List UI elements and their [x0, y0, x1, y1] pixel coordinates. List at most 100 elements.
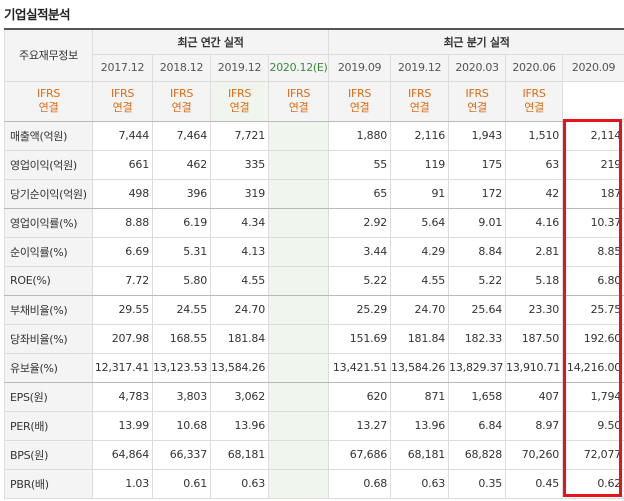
period-header: 2020.09 [562, 53, 624, 82]
annual-value: 7,444 [92, 120, 153, 151]
accounting-basis: IFRS 연결 [505, 80, 564, 122]
accounting-basis: IFRS 연결 [267, 80, 330, 122]
quarter-value: 23.30 [505, 294, 564, 325]
quarter-value: 0.45 [505, 468, 564, 499]
financial-summary-table: 주요재무정보 최근 연간 실적 최근 분기 실적 2017.12 2018.12 2… [4, 28, 624, 499]
table-row: PBR(배) 1.03 0.61 0.63 0.68 0.63 0.35 0.45 0.62 [4, 468, 624, 499]
quarter-value: 8.84 [448, 236, 507, 267]
annual-value [267, 323, 330, 354]
annual-value: 7,721 [210, 120, 269, 151]
annual-value [267, 149, 330, 180]
metric-label: EPS(원) [4, 381, 93, 412]
quarter-value: 0.62 [562, 468, 624, 499]
quarter-value: 182.33 [448, 323, 507, 354]
period-header: 2019.09 [328, 53, 392, 82]
quarter-value: 55 [328, 149, 392, 180]
annual-value: 66,337 [152, 439, 211, 470]
annual-value [267, 410, 330, 441]
metric-label: 당기순이익(억원) [4, 178, 93, 209]
period-header: 2017.12 [92, 53, 153, 82]
period-header: 2019.12 [210, 53, 269, 82]
table-row: 부채비율(%) 29.55 24.55 24.70 25.29 24.70 25.64 23.… [4, 294, 624, 325]
quarter-value: 5.22 [328, 265, 392, 296]
quarter-value: 5.64 [390, 207, 450, 238]
annual-value: 0.61 [152, 468, 211, 499]
annual-value: 319 [210, 178, 269, 209]
basis-standard: IFRS [287, 87, 311, 100]
quarter-value: 1,880 [328, 120, 392, 151]
basis-scope: 연결 [524, 101, 544, 114]
annual-value: 462 [152, 149, 211, 180]
quarter-value: 24.70 [390, 294, 450, 325]
annual-value: 0.63 [210, 468, 269, 499]
quarter-value: 8.85 [562, 236, 624, 267]
accounting-basis: IFRS 연결 [390, 80, 450, 122]
annual-value: 24.70 [210, 294, 269, 325]
basis-scope: 연결 [349, 101, 370, 114]
basis-scope: 연결 [409, 101, 430, 114]
quarter-value: 13,421.51 [328, 352, 392, 383]
quarter-value: 1,794 [562, 381, 624, 412]
quarter-value: 67,686 [328, 439, 392, 470]
quarter-value: 620 [328, 381, 392, 412]
annual-value: 10.68 [152, 410, 211, 441]
table-row: ROE(%) 7.72 5.80 4.55 5.22 4.55 5.22 5.18 6.80 [4, 265, 624, 296]
table-row: BPS(원) 64,864 66,337 68,181 67,686 68,181 68,8… [4, 439, 624, 470]
annual-value: 4.55 [210, 265, 269, 296]
table-row: 영업이익률(%) 8.88 6.19 4.34 2.92 5.64 9.01 4.16 10.3… [4, 207, 624, 238]
metric-label: 영업이익(억원) [4, 149, 93, 180]
basis-standard: IFRS [111, 87, 134, 100]
annual-value [267, 236, 330, 267]
quarter-value: 1,943 [448, 120, 507, 151]
annual-value: 3,062 [210, 381, 269, 412]
annual-value: 335 [210, 149, 269, 180]
accounting-basis: IFRS 연결 [448, 80, 507, 122]
quarter-value: 1,658 [448, 381, 507, 412]
metric-label: BPS(원) [4, 439, 93, 470]
table-row: 당좌비율(%) 207.98 168.55 181.84 151.69 181.84 182… [4, 323, 624, 354]
table-row: EPS(원) 4,783 3,803 3,062 620 871 1,658 407 1,794 [4, 381, 624, 412]
annual-value [267, 352, 330, 383]
quarter-value: 2,116 [390, 120, 450, 151]
quarter-value: 9.01 [448, 207, 507, 238]
basis-standard: IFRS [465, 87, 489, 100]
quarter-value: 25.29 [328, 294, 392, 325]
annual-value: 5.31 [152, 236, 211, 267]
metric-label: 순이익률(%) [4, 236, 93, 267]
quarter-value: 151.69 [328, 323, 392, 354]
quarter-value: 42 [505, 178, 564, 209]
quarter-value: 14,216.00 [562, 352, 624, 383]
annual-value: 396 [152, 178, 211, 209]
annual-value: 3,803 [152, 381, 211, 412]
quarter-value: 6.80 [562, 265, 624, 296]
metric-label: PBR(배) [4, 468, 93, 499]
quarter-value: 5.18 [505, 265, 564, 296]
annual-value [267, 120, 330, 151]
quarter-value: 0.63 [390, 468, 450, 499]
annual-value: 13,123.53 [152, 352, 211, 383]
annual-value [267, 294, 330, 325]
annual-value: 4.13 [210, 236, 269, 267]
annual-value: 64,864 [92, 439, 153, 470]
quarter-value: 4.55 [390, 265, 450, 296]
annual-value: 6.69 [92, 236, 153, 267]
annual-value: 13,584.26 [210, 352, 269, 383]
quarter-value: 6.84 [448, 410, 507, 441]
annual-value: 168.55 [152, 323, 211, 354]
quarter-value: 68,181 [390, 439, 450, 470]
quarter-value: 2,114 [562, 120, 624, 151]
table-row: 유보율(%) 12,317.41 13,123.53 13,584.26 13,421.… [4, 352, 624, 383]
quarter-value: 25.64 [448, 294, 507, 325]
quarter-value: 187.50 [505, 323, 564, 354]
quarter-value: 187 [562, 178, 624, 209]
table-row: PER(배) 13.99 10.68 13.96 13.27 13.96 6.84 8.97 9… [4, 410, 624, 441]
basis-standard: IFRS [37, 87, 60, 100]
annual-value: 7,464 [152, 120, 211, 151]
annual-value [267, 468, 330, 499]
quarter-value: 25.75 [562, 294, 624, 325]
annual-value: 6.19 [152, 207, 211, 238]
quarter-value: 219 [562, 149, 624, 180]
quarter-value: 1,510 [505, 120, 564, 151]
quarter-value: 72,077 [562, 439, 624, 470]
quarter-value: 13.27 [328, 410, 392, 441]
